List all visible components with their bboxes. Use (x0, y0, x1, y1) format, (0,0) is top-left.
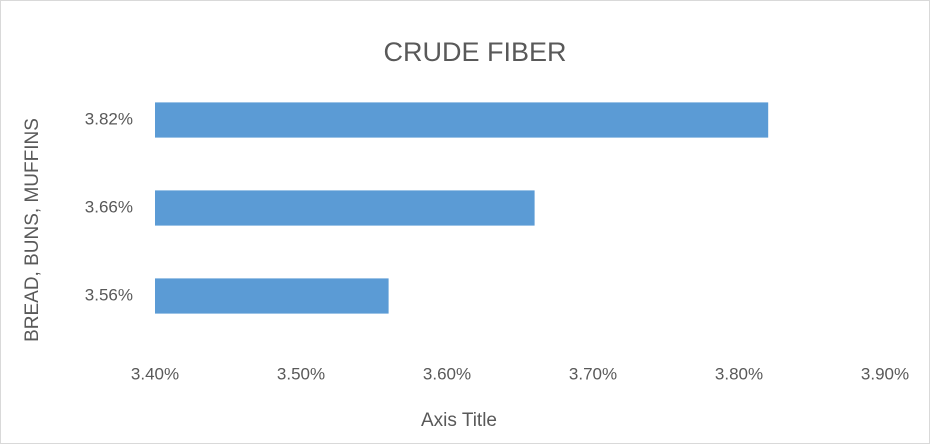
bar (155, 190, 535, 226)
y-axis-title: BREAD, BUNS, MUFFINS (22, 118, 43, 342)
x-tick-label: 3.40% (131, 364, 179, 383)
y-tick-label: 3.66% (85, 197, 133, 216)
x-tick-label: 3.80% (715, 364, 763, 383)
y-tick-label: 3.82% (85, 109, 133, 128)
x-tick-label: 3.70% (569, 364, 617, 383)
x-axis-title: Axis Title (421, 410, 497, 431)
x-tick-label: 3.90% (861, 364, 909, 383)
x-tick-label: 3.60% (423, 364, 471, 383)
bar (155, 102, 769, 138)
bar (155, 278, 389, 314)
chart-title: CRUDE FIBER (383, 37, 566, 67)
x-tick-label: 3.50% (277, 364, 325, 383)
y-tick-label: 3.56% (85, 285, 133, 304)
